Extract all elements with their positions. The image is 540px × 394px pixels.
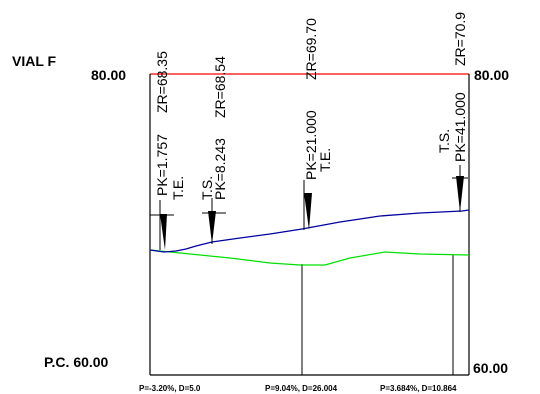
station-aux-label-4: T.S. — [436, 129, 452, 153]
terrain-line — [149, 249, 470, 266]
station-zr-label-2: ZR=68.54 — [212, 56, 228, 118]
station-zr-label-4: ZR=70.9 — [452, 12, 468, 66]
station-aux-label-2: T.S. — [199, 176, 215, 200]
station-marker-pk-1757 — [150, 200, 174, 250]
station-zr-label-3: ZR=69.70 — [303, 18, 319, 80]
station-pk-label-3: PK=21.000 — [303, 110, 319, 180]
station-aux-label-3: T.E. — [317, 148, 333, 172]
station-pk-label-4: PK=41.000 — [452, 92, 468, 162]
station-zr-label-1: ZR=68.35 — [154, 51, 170, 113]
station-marker-pk-21000 — [303, 180, 312, 230]
datum-label: P.C. 60.00 — [44, 354, 109, 370]
station-pk-label-2: PK=8.243 — [212, 138, 228, 200]
elevation-label-top-left: 80.00 — [91, 67, 126, 83]
station-marker-pk-8243 — [202, 198, 226, 244]
slope-label-3: P=3.684%, D=10.864 — [380, 384, 457, 393]
slope-label-2: P=9.04%, D=26.004 — [265, 384, 338, 393]
design-grade-line — [149, 209, 470, 253]
station-pk-label-1: PK=1.757 — [154, 134, 170, 196]
station-marker-pk-41000 — [452, 165, 468, 212]
station-aux-label-1: T.E. — [170, 176, 186, 200]
profile-title: VIAL F — [12, 53, 57, 69]
elevation-label-top-right: 80.00 — [474, 67, 509, 83]
elevation-label-bottom-right: 60.00 — [473, 360, 508, 376]
slope-label-1: P=-3.20%, D=5.0 — [139, 384, 201, 393]
